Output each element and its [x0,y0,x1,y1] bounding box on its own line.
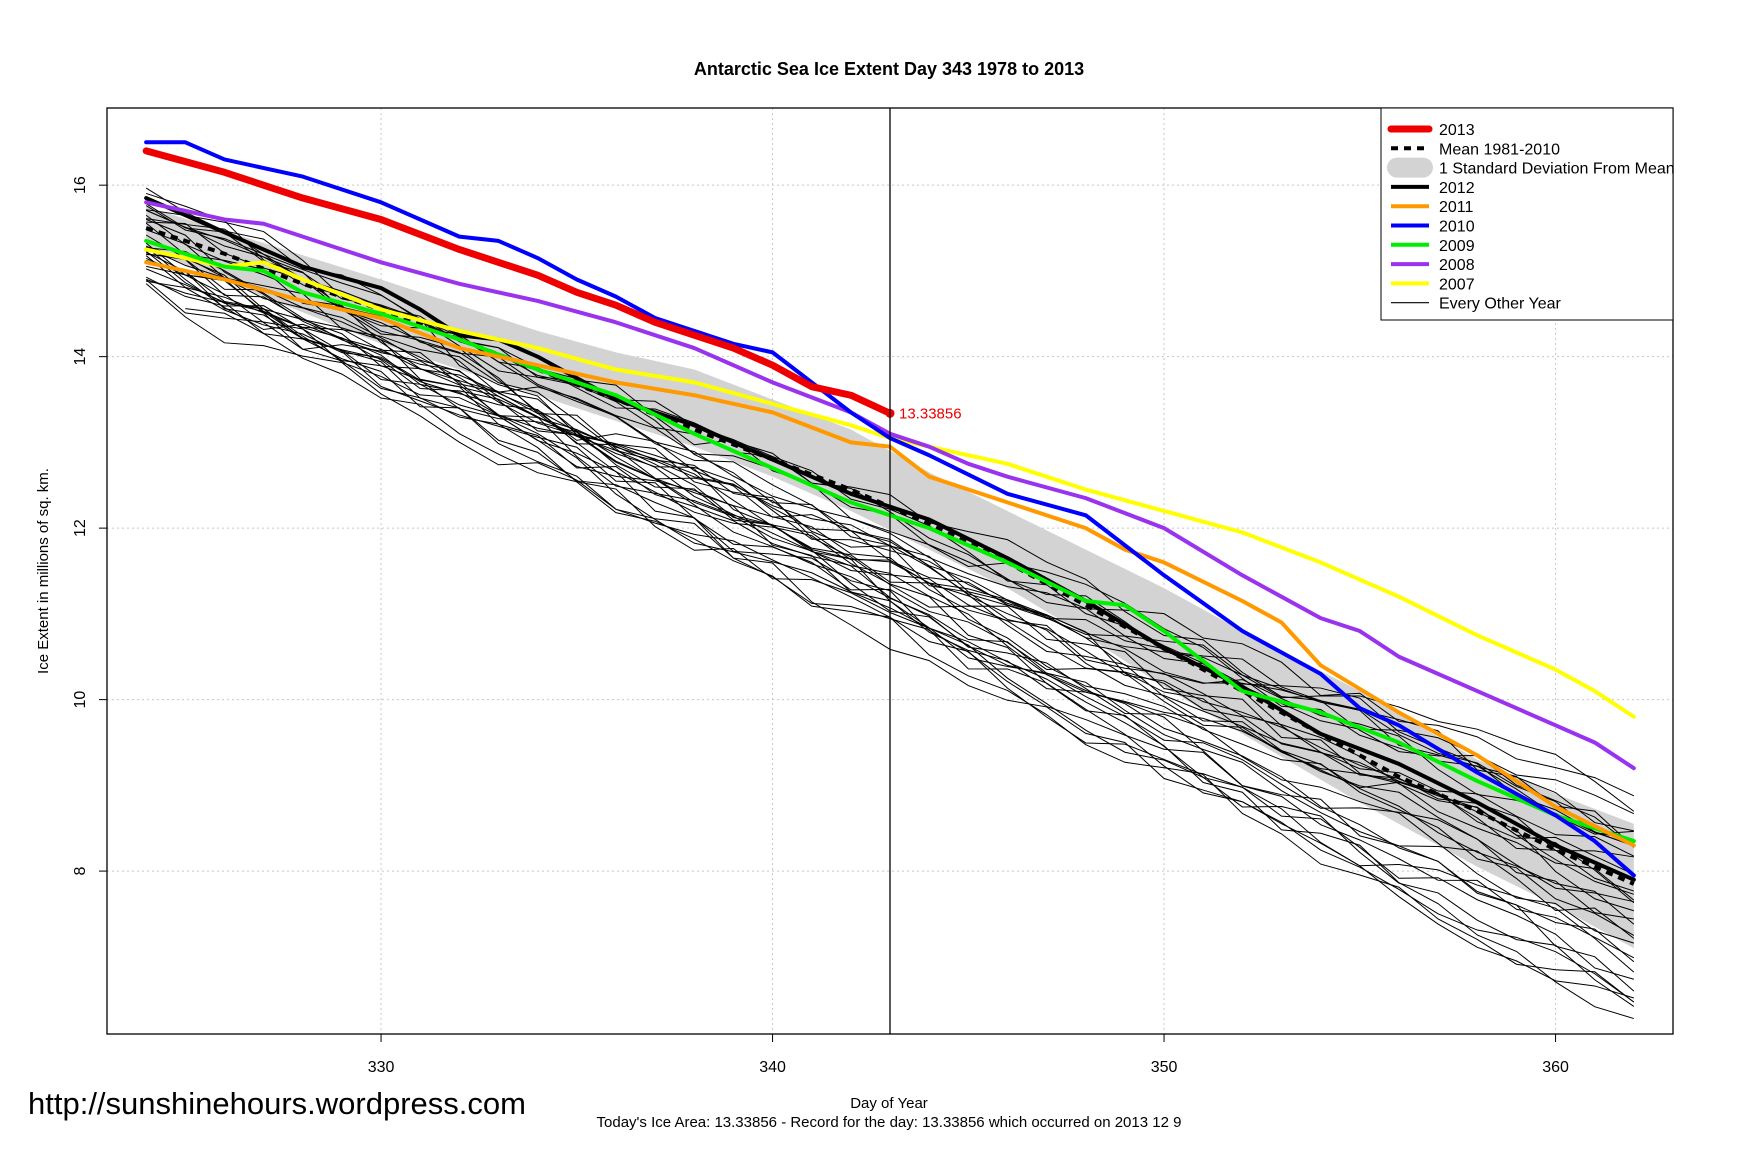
legend-label-2013: 2013 [1439,122,1475,139]
y-axis-label: Ice Extent in millions of sq. km. [35,468,52,674]
legend-label-2011: 2011 [1439,199,1474,216]
plot-frame [106,107,1674,1035]
y-tick-label: 10 [72,691,89,709]
series-line-2008 [144,200,1636,771]
legend-box [1380,107,1674,321]
chart-title: Antarctic Sea Ice Extent Day 343 1978 to… [694,59,1084,79]
x-axis: 330 340 350 360 [368,1034,1569,1076]
y-tick-label: 12 [72,519,89,537]
series-line-2011 [144,260,1636,848]
x-tick-label: 360 [1542,1059,1569,1076]
legend-label-2009: 2009 [1439,238,1475,255]
source-url[interactable]: http://sunshinehours.wordpress.com [28,1086,526,1121]
y-axis: 8 10 12 14 16 [72,176,107,876]
legend-label-1-standard-deviation-from-mean: 1 Standard Deviation From Mean [1439,161,1675,178]
point-value-label: 13.33856 [899,405,962,422]
legend: 2013 Mean 1981-2010 1 Standard Deviation F… [1380,107,1675,321]
x-tick-label: 330 [368,1059,395,1076]
y-tick-label: 8 [72,867,89,876]
y-tick-label: 16 [72,176,89,194]
y-tick-label: 14 [72,348,89,366]
x-axis-label: Day of Year [850,1095,928,1112]
series-line-2010 [144,140,1636,878]
footer-text: Today's Ice Area: 13.33856 - Record for … [597,1114,1182,1131]
legend-swatch-1-standard-deviation-from-mean [1387,157,1433,178]
legend-label-2008: 2008 [1439,257,1475,274]
x-tick-label: 340 [759,1059,786,1076]
x-tick-label: 350 [1151,1059,1178,1076]
series-line-2012 [144,196,1636,882]
legend-label-mean-1981-2010: Mean 1981-2010 [1439,141,1560,158]
legend-label-2012: 2012 [1439,180,1475,197]
legend-label-2007: 2007 [1439,276,1475,293]
legend-label-every-other-year: Every Other Year [1439,296,1562,313]
legend-label-2010: 2010 [1439,219,1475,236]
series-line-2013 [142,147,894,417]
